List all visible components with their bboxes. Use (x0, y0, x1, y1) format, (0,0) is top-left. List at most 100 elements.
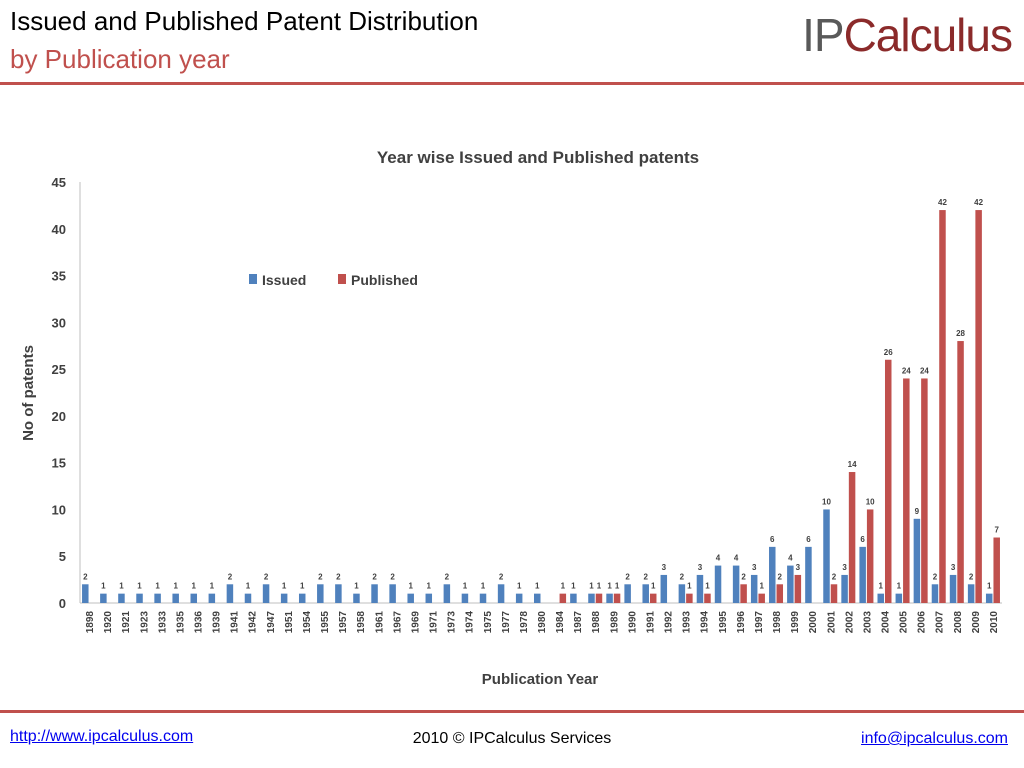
legend-label-issued: Issued (262, 272, 306, 288)
x-tick-label: 1923 (139, 611, 150, 634)
data-label-issued: 2 (499, 572, 504, 581)
x-tick-label: 2000 (808, 611, 819, 634)
footer-copyright: 2010 © IPCalculus Services (412, 730, 612, 747)
data-label-published: 1 (615, 582, 620, 591)
bar-issued (660, 574, 668, 603)
bar-published (758, 593, 765, 603)
y-tick-label: 45 (52, 175, 66, 190)
bar-published (704, 593, 711, 603)
data-label-issued: 2 (83, 572, 88, 581)
bar-issued (606, 593, 613, 603)
x-tick-label: 1942 (248, 611, 259, 634)
bar-issued (931, 584, 939, 603)
bar-issued (82, 584, 89, 603)
bar-issued (407, 593, 414, 603)
data-label-published: 2 (741, 572, 746, 581)
bar-issued (208, 593, 216, 603)
data-label-issued: 1 (210, 582, 215, 591)
bar-issued (642, 584, 649, 603)
footer-website-link[interactable]: http://www.ipcalculus.com (10, 728, 194, 745)
data-label-issued: 1 (101, 582, 106, 591)
bar-issued (678, 584, 686, 603)
data-label-published: 1 (561, 582, 566, 591)
bar-issued (913, 518, 921, 603)
x-tick-label: 2002 (844, 611, 855, 634)
x-tick-label: 2004 (880, 611, 891, 634)
x-tick-label: 1941 (230, 611, 241, 634)
data-label-published: 1 (651, 582, 656, 591)
bar-issued (100, 593, 107, 603)
bar-published (993, 537, 1000, 603)
bar-issued (534, 593, 541, 603)
x-tick-label: 2009 (971, 611, 982, 634)
bar-issued (335, 584, 342, 603)
data-label-issued: 1 (607, 582, 612, 591)
bar-published (686, 593, 693, 603)
bar-issued (244, 593, 252, 603)
data-label-issued: 2 (264, 572, 269, 581)
data-label-issued: 1 (137, 582, 142, 591)
data-label-issued: 1 (897, 582, 902, 591)
data-label-issued: 1 (155, 582, 160, 591)
x-tick-label: 1974 (465, 611, 476, 634)
bar-issued (298, 593, 306, 603)
x-axis-label: Publication Year (482, 671, 599, 688)
bar-issued (967, 584, 975, 603)
data-label-issued: 1 (427, 582, 432, 591)
data-label-published: 3 (796, 563, 801, 572)
bar-published (830, 584, 838, 603)
x-tick-label: 1998 (772, 611, 783, 634)
data-label-issued: 2 (318, 572, 323, 581)
data-label-published: 2 (778, 572, 783, 581)
bar-published (559, 593, 567, 603)
bar-issued (750, 574, 758, 603)
bar-issued (570, 593, 577, 603)
data-label-published: 24 (920, 366, 929, 375)
data-label-published: 42 (974, 198, 983, 207)
data-label-issued: 1 (246, 582, 251, 591)
data-label-issued: 2 (933, 572, 938, 581)
x-tick-label: 1971 (429, 611, 440, 634)
x-tick-label: 1977 (501, 611, 512, 634)
x-tick-label: 2006 (917, 611, 928, 634)
x-tick-label: 1935 (175, 611, 186, 634)
x-tick-label: 1947 (266, 611, 277, 634)
x-tick-label: 1920 (103, 611, 114, 634)
x-tick-label: 1994 (700, 611, 711, 634)
x-tick-label: 1967 (392, 611, 403, 634)
x-tick-label: 1955 (320, 611, 331, 634)
bar-issued (588, 593, 595, 603)
data-label-issued: 1 (517, 582, 522, 591)
bar-issued (443, 584, 451, 603)
y-tick-label: 10 (52, 502, 66, 517)
slide-title-line2: by Publication year (10, 44, 230, 74)
x-tick-label: 1939 (212, 611, 223, 634)
bar-issued (823, 509, 830, 603)
data-label-issued: 2 (643, 572, 648, 581)
bar-issued (895, 593, 903, 603)
data-label-published: 1 (705, 582, 710, 591)
x-tick-label: 2003 (862, 611, 873, 634)
data-label-published: 1 (687, 582, 692, 591)
bar-issued (479, 593, 487, 603)
data-label-issued: 1 (173, 582, 178, 591)
x-tick-label: 2008 (953, 611, 964, 634)
x-tick-label: 1989 (609, 611, 620, 634)
data-label-issued: 1 (408, 582, 413, 591)
data-label-issued: 2 (445, 572, 450, 581)
bar-issued (172, 593, 179, 603)
data-label-issued: 10 (822, 497, 831, 506)
bar-published (866, 509, 874, 603)
header-divider (0, 82, 1024, 85)
bar-issued (317, 584, 324, 603)
footer-divider (0, 710, 1024, 713)
data-label-issued: 2 (680, 572, 685, 581)
data-label-published: 14 (848, 460, 857, 469)
x-tick-label: 1973 (447, 611, 458, 634)
footer-email-link[interactable]: info@ipcalculus.com (861, 730, 1008, 747)
data-label-issued: 1 (987, 582, 992, 591)
bar-published (903, 378, 910, 603)
x-tick-label: 1951 (284, 611, 295, 634)
x-tick-label: 1980 (537, 611, 548, 634)
bar-published (595, 593, 603, 603)
